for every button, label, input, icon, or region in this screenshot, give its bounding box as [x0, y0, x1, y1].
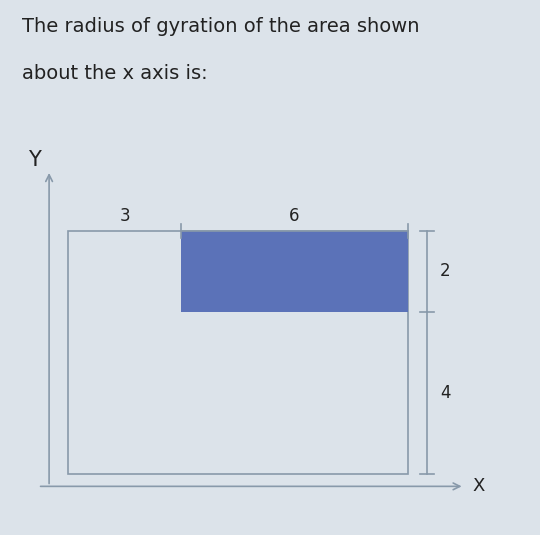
Bar: [68, 231, 408, 474]
Text: 2: 2: [440, 263, 450, 280]
Text: Y: Y: [28, 150, 40, 170]
Text: 4: 4: [440, 384, 450, 402]
Bar: [181, 231, 408, 312]
Text: The radius of gyration of the area shown: The radius of gyration of the area shown: [22, 17, 419, 36]
Text: 6: 6: [289, 207, 300, 225]
Text: about the x axis is:: about the x axis is:: [22, 64, 207, 83]
Text: 3: 3: [119, 207, 130, 225]
Text: X: X: [472, 477, 484, 495]
